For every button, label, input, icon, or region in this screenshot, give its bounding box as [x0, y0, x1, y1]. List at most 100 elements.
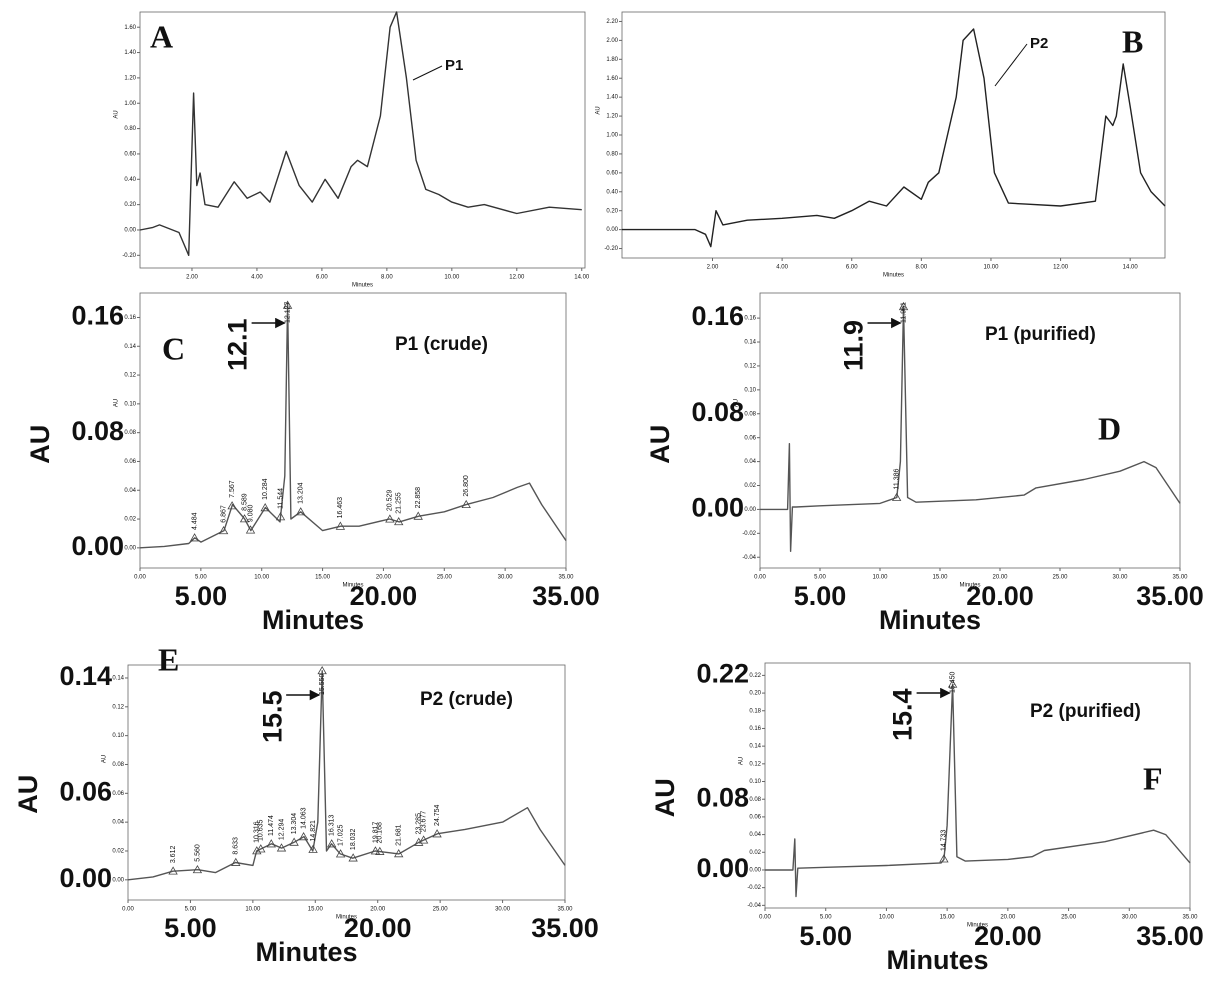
- peak-label: 14.821: [310, 820, 317, 842]
- big-y-axis-title: AU: [650, 778, 680, 817]
- y-tick-label: 0.12: [112, 704, 124, 710]
- big-y-label: 0.16: [691, 301, 744, 331]
- x-tick-label: 15.00: [315, 575, 331, 581]
- trace: [622, 28, 1166, 248]
- x-tick-label: 5.00: [814, 575, 826, 581]
- x-tick-label: 10.00: [444, 275, 460, 281]
- callout: 15.5: [257, 690, 287, 743]
- y-axis-label-small: AU: [739, 757, 745, 765]
- x-tick-label: 35.00: [1172, 575, 1188, 581]
- y-tick-label: 0.02: [112, 849, 124, 855]
- x-tick-label: 14.00: [574, 275, 590, 281]
- peak-label: 3.612: [170, 846, 177, 864]
- peak-marker: [192, 864, 203, 874]
- peak-marker: [289, 837, 299, 846]
- peak-label: 20.529: [387, 490, 394, 512]
- y-axis-label-small: AU: [734, 399, 740, 407]
- y-tick-label: 0.16: [124, 315, 136, 321]
- y-tick-label: 0.60: [606, 170, 618, 176]
- y-tick-label: 0.80: [606, 152, 618, 158]
- x-tick-label: 20.00: [370, 907, 386, 913]
- y-tick-label: 0.00: [124, 545, 136, 551]
- y-tick-label: 0.06: [744, 435, 756, 441]
- big-x-label: 20.00: [966, 581, 1034, 611]
- big-x-axis-title: Minutes: [886, 945, 988, 975]
- peak-marker: [227, 501, 237, 510]
- y-tick-label: -0.02: [742, 531, 756, 537]
- panel-letter: E: [158, 641, 179, 677]
- peak-marker: [461, 499, 471, 509]
- y-tick-label: 0.08: [124, 430, 136, 436]
- panel-letter: D: [1098, 410, 1121, 446]
- y-tick-label: 0.08: [112, 762, 124, 768]
- y-tick-label: 0.12: [744, 364, 756, 370]
- peak-label: 11.474: [268, 815, 275, 836]
- big-y-label: 0.14: [59, 661, 112, 691]
- big-y-label: 0.00: [71, 531, 124, 561]
- y-tick-label: 1.60: [124, 25, 136, 31]
- peak-label: 10.635: [258, 819, 265, 841]
- peak-label: 15.550: [319, 673, 326, 695]
- y-tick-label: 0.20: [124, 202, 136, 208]
- y-tick-label: 0.20: [606, 208, 618, 214]
- panel-title: P1 (purified): [985, 324, 1096, 345]
- big-x-label: 5.00: [799, 921, 852, 951]
- y-tick-label: 1.00: [606, 133, 618, 139]
- peak-marker: [891, 492, 902, 501]
- x-tick-label: 4.00: [776, 265, 788, 271]
- y-tick-label: 0.00: [112, 877, 124, 883]
- x-tick-label: 0.00: [754, 575, 766, 581]
- y-tick-label: 0.06: [112, 791, 124, 797]
- x-tick-label: 20.00: [1000, 915, 1016, 921]
- x-tick-label: 8.00: [916, 265, 928, 271]
- y-tick-label: 0.08: [744, 411, 756, 417]
- x-tick-label: 0.00: [122, 907, 134, 913]
- peak-marker: [296, 507, 306, 516]
- y-axis-label-small: AU: [596, 106, 602, 114]
- peak-label: 23.677: [420, 811, 427, 833]
- trace: [760, 305, 1181, 552]
- x-tick-label: 30.00: [1112, 575, 1128, 581]
- peak-label: 14.063: [300, 807, 307, 829]
- peak-marker: [898, 301, 909, 311]
- peak-marker: [298, 832, 309, 841]
- peak-marker: [370, 846, 381, 855]
- y-tick-label: 1.20: [124, 75, 136, 81]
- peak-marker: [394, 849, 404, 858]
- peak-marker: [348, 853, 358, 862]
- x-axis-label-small: Minutes: [342, 583, 363, 589]
- y-tick-label: 0.14: [749, 744, 761, 750]
- peak-tag-arrow: [994, 43, 1028, 87]
- panel-title: P2 (purified): [1030, 701, 1141, 722]
- x-tick-label: 2.00: [186, 275, 198, 281]
- big-y-axis-title: AU: [645, 425, 675, 464]
- peak-label: 21.681: [396, 824, 403, 846]
- peak-label: 16.463: [337, 497, 344, 519]
- y-tick-label: 0.40: [606, 189, 618, 195]
- trace: [127, 670, 566, 881]
- peak-label: 11.386: [893, 469, 900, 490]
- peak-label: 18.032: [350, 829, 357, 851]
- x-tick-label: 10.00: [879, 915, 895, 921]
- x-tick-label: 35.00: [558, 575, 574, 581]
- peak-label: 4.484: [191, 512, 198, 530]
- y-tick-label: 0.00: [124, 228, 136, 234]
- y-tick-label: -0.20: [604, 246, 618, 252]
- big-x-axis-title: Minutes: [879, 605, 981, 635]
- panel-title: P2 (crude): [420, 689, 513, 710]
- peak-marker: [432, 829, 442, 838]
- y-axis-label-small: AU: [114, 399, 120, 407]
- plot-frame: [139, 292, 567, 569]
- x-tick-label: 4.00: [251, 275, 263, 281]
- x-tick-label: 25.00: [437, 575, 453, 581]
- y-tick-label: 0.02: [744, 483, 756, 489]
- peak-label: 5.560: [194, 844, 201, 862]
- y-tick-label: 1.20: [606, 114, 618, 120]
- peak-label: 14.733: [941, 829, 948, 851]
- peak-label: 11.544: [277, 488, 284, 509]
- y-tick-label: 0.80: [124, 126, 136, 132]
- big-x-label: 5.00: [175, 581, 228, 611]
- y-tick-label: 0.20: [749, 691, 761, 697]
- peak-marker: [276, 843, 287, 852]
- y-tick-label: 0.00: [749, 868, 761, 874]
